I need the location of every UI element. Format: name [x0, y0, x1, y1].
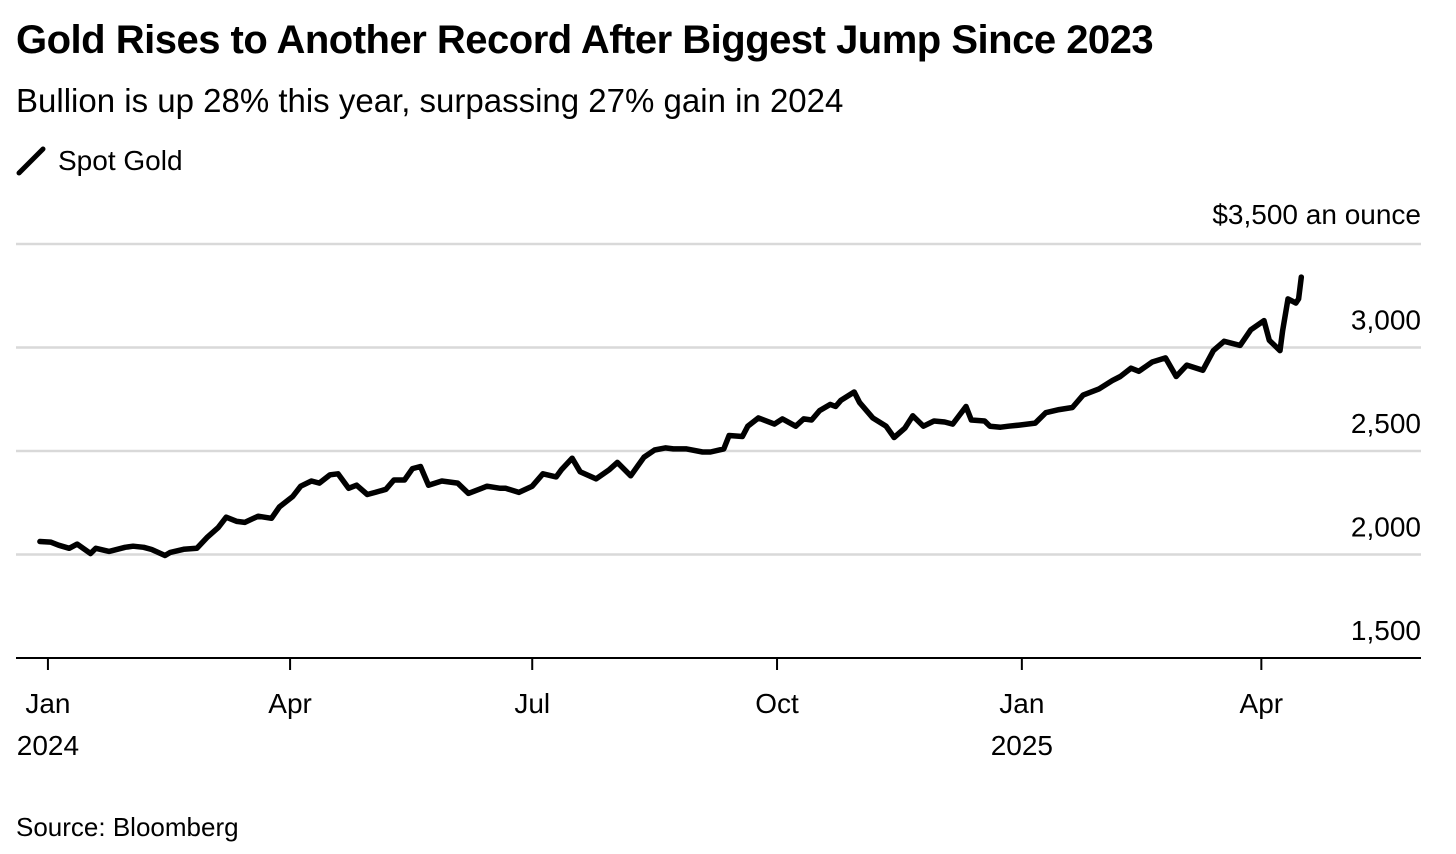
series-line-0 — [37, 274, 1305, 559]
x-tick-label-0: Jan — [25, 688, 70, 719]
x-tick-year-label-4: 2025 — [991, 730, 1053, 761]
y-tick-label-3000: 3,000 — [1351, 305, 1421, 336]
x-tick-label-5: Apr — [1240, 688, 1284, 719]
y-tick-labels: 1,500 2,000 2,500 3,000 — [1351, 305, 1421, 647]
source-note: Source: Bloomberg — [16, 812, 239, 842]
legend-label-series-0: Spot Gold — [58, 145, 183, 176]
x-tick-year-label-0: 2024 — [17, 730, 79, 761]
y-unit-label: $3,500 an ounce — [1212, 199, 1421, 230]
chart-title: Gold Rises to Another Record After Bigge… — [16, 18, 1154, 62]
x-tick-label-3: Oct — [755, 688, 799, 719]
chart-subtitle: Bullion is up 28% this year, surpassing … — [16, 82, 844, 119]
legend-line-icon — [16, 146, 46, 176]
legend: Spot Gold — [16, 142, 183, 180]
x-tick-label-1: Apr — [268, 688, 312, 719]
y-tick-label-1500: 1,500 — [1351, 615, 1421, 646]
y-tick-label-2500: 2,500 — [1351, 408, 1421, 439]
x-tick-label-4: Jan — [999, 688, 1044, 719]
gridlines — [16, 242, 1421, 556]
y-tick-label-2000: 2,000 — [1351, 512, 1421, 543]
x-tick-label-2: Jul — [514, 688, 550, 719]
series-layer — [37, 274, 1305, 559]
x-ticks: Jan 2024 Apr Jul Oct Jan 2025 Apr — [17, 658, 1283, 761]
